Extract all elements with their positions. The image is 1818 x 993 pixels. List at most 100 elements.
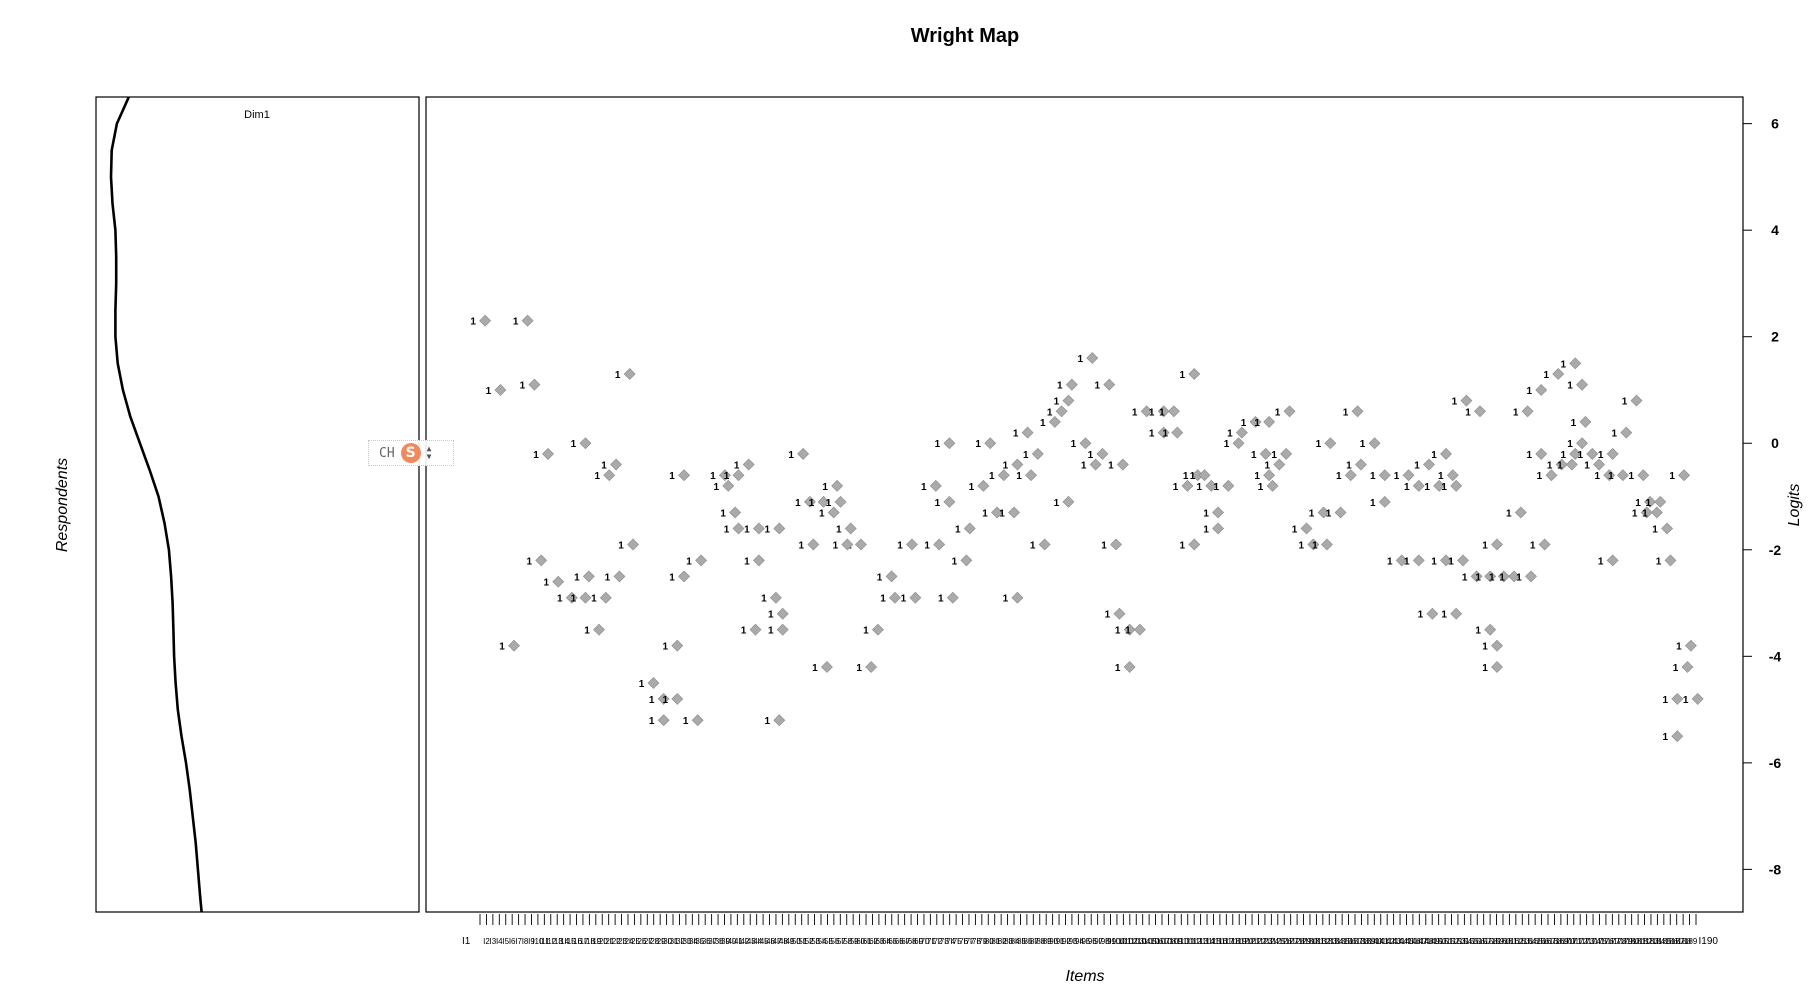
item-point: 1 bbox=[1683, 693, 1704, 706]
item-tick-label: I150 bbox=[1431, 937, 1447, 946]
item-point-label: 1 bbox=[812, 663, 818, 674]
item-point: 1 bbox=[1309, 506, 1330, 519]
item-point-marker bbox=[1212, 522, 1225, 535]
item-tick-label: I32 bbox=[674, 937, 686, 946]
item-point-marker bbox=[1555, 458, 1568, 471]
item-tick-label: I104 bbox=[1135, 937, 1151, 946]
item-point-marker bbox=[565, 591, 578, 604]
item-point-marker bbox=[1378, 469, 1391, 482]
item-point: 1 bbox=[1125, 623, 1146, 637]
item-tick-label: I180 bbox=[1624, 937, 1640, 946]
item-point: 1 bbox=[1431, 554, 1452, 567]
item-tick-label: I28 bbox=[648, 937, 660, 946]
item-point-label: 1 bbox=[1054, 498, 1060, 509]
item-point: 1 bbox=[1054, 394, 1075, 408]
item-point-label: 1 bbox=[1475, 626, 1481, 637]
item-point: 1 bbox=[1530, 538, 1551, 551]
item-tick-label: I140 bbox=[1367, 937, 1383, 946]
item-point-label: 1 bbox=[499, 642, 505, 653]
item-point: 1 bbox=[1441, 479, 1463, 493]
item-point: 1 bbox=[924, 538, 946, 551]
item-point: 1 bbox=[574, 570, 595, 583]
input-method-widget[interactable]: CH S ▲ ▼ bbox=[368, 440, 454, 466]
item-tick-label: I173 bbox=[1579, 937, 1595, 946]
item-tick-label: I22 bbox=[610, 937, 622, 946]
item-point-marker bbox=[535, 554, 548, 567]
item-point-label: 1 bbox=[1370, 498, 1376, 509]
item-point-marker bbox=[872, 623, 884, 636]
item-tick-label: I48 bbox=[777, 937, 789, 946]
item-point-marker bbox=[1232, 437, 1245, 450]
item-point-label: 1 bbox=[1448, 556, 1454, 567]
logit-tick-label: 4 bbox=[1771, 222, 1779, 238]
item-point-label: 1 bbox=[880, 594, 886, 605]
item-point: 1 bbox=[1663, 693, 1684, 706]
item-point: 1 bbox=[1370, 469, 1391, 482]
item-tick-label: I82 bbox=[996, 937, 1008, 946]
item-tick-label: I177 bbox=[1605, 937, 1621, 946]
item-point-label: 1 bbox=[1441, 610, 1447, 621]
item-tick-label: I77 bbox=[963, 937, 975, 946]
item-point: 1 bbox=[1632, 506, 1653, 519]
item-tick-label: I27 bbox=[642, 937, 654, 946]
item-tick-label: I58 bbox=[841, 937, 853, 946]
item-point-marker bbox=[1491, 661, 1503, 673]
item-point-marker bbox=[742, 458, 755, 471]
item-point-marker bbox=[1300, 522, 1313, 535]
item-tick-label: I154 bbox=[1457, 937, 1473, 946]
item-tick-label: I103 bbox=[1128, 937, 1144, 946]
item-tick-label: I172 bbox=[1572, 937, 1588, 946]
item-point-label: 1 bbox=[1336, 471, 1342, 482]
item-point: 1 bbox=[1387, 554, 1408, 567]
item-tick-label: I80 bbox=[983, 937, 995, 946]
ime-menu-arrows-icon[interactable]: ▲ ▼ bbox=[426, 444, 432, 461]
item-tick-label: I110 bbox=[1174, 937, 1190, 946]
item-point: 1 bbox=[1438, 469, 1459, 482]
item-point-label: 1 bbox=[1040, 418, 1046, 429]
item-point-marker bbox=[817, 495, 830, 508]
item-point: 1 bbox=[601, 458, 622, 472]
ime-mode-label[interactable]: CH bbox=[379, 445, 395, 461]
item-point: 1 bbox=[826, 495, 847, 509]
logit-tick-label: -6 bbox=[1769, 755, 1782, 771]
item-tick-label: I97 bbox=[1092, 937, 1104, 946]
item-point: 1 bbox=[1047, 405, 1068, 418]
item-tick-label: I9 bbox=[528, 937, 535, 946]
item-point-label: 1 bbox=[1526, 450, 1532, 461]
item-point: 1 bbox=[1663, 730, 1684, 743]
item-tick-label: I120 bbox=[1238, 937, 1254, 946]
input-method-logo-icon[interactable]: S bbox=[400, 443, 421, 463]
item-point-label: 1 bbox=[1598, 450, 1604, 461]
item-point-marker bbox=[1576, 378, 1588, 391]
item-point: 1 bbox=[1475, 623, 1497, 637]
item-tick-label: I109 bbox=[1167, 937, 1183, 946]
item-point-marker bbox=[991, 506, 1003, 519]
item-point-label: 1 bbox=[1673, 663, 1679, 674]
item-point-label: 1 bbox=[1642, 508, 1648, 519]
item-point-marker bbox=[579, 437, 592, 450]
item-point: 1 bbox=[1482, 639, 1503, 653]
item-point-marker bbox=[1157, 405, 1170, 418]
item-point-marker bbox=[1535, 384, 1548, 396]
item-tick-label: I16 bbox=[571, 937, 583, 946]
item-point-marker bbox=[797, 447, 810, 460]
item-point: 1 bbox=[1611, 426, 1633, 440]
item-point-label: 1 bbox=[1013, 429, 1019, 440]
item-tick-label: I133 bbox=[1321, 937, 1337, 946]
item-point: 1 bbox=[1475, 570, 1497, 583]
item-tick-label-first: I1 bbox=[462, 936, 471, 947]
item-point: 1 bbox=[1203, 522, 1225, 535]
item-tick-label: I115 bbox=[1206, 937, 1222, 946]
item-point-label: 1 bbox=[1251, 450, 1257, 461]
item-point-label: 1 bbox=[1414, 461, 1420, 472]
item-point: 1 bbox=[1414, 458, 1435, 472]
item-tick-label: I49 bbox=[783, 937, 795, 946]
item-point: 1 bbox=[724, 522, 745, 535]
item-point: 1 bbox=[822, 479, 844, 493]
item-point: 1 bbox=[1441, 607, 1463, 621]
item-point-label: 1 bbox=[969, 482, 975, 493]
item-point-label: 1 bbox=[1418, 610, 1424, 621]
item-point-label: 1 bbox=[1424, 482, 1430, 493]
item-point: 1 bbox=[669, 570, 691, 583]
